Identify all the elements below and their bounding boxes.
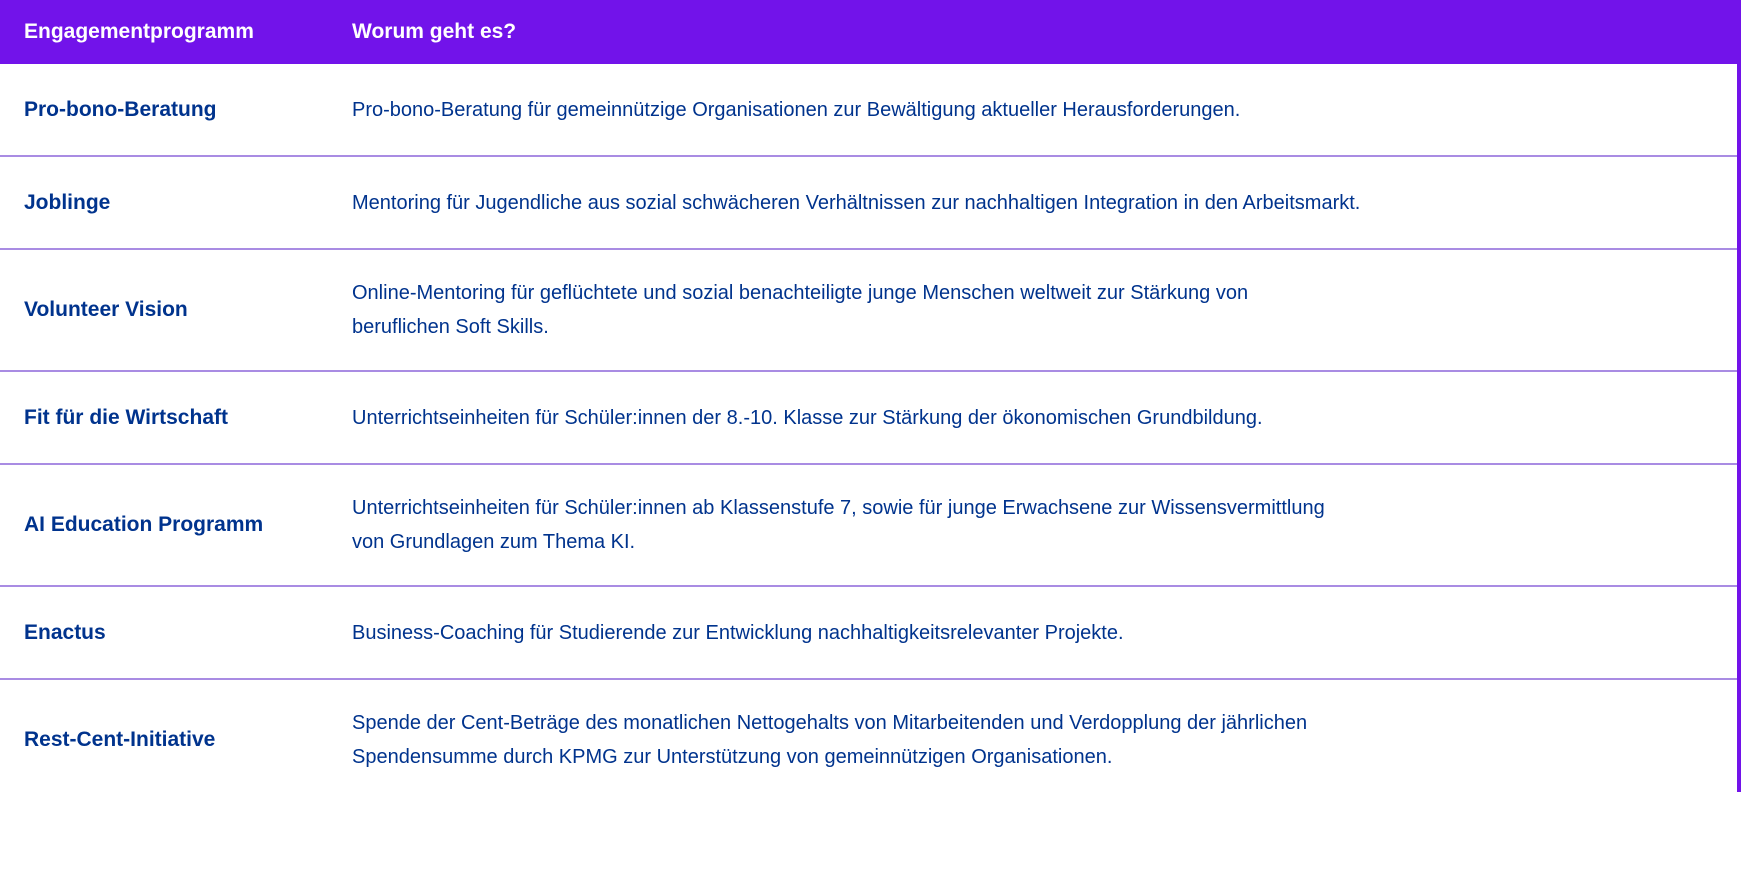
table-row: Rest-Cent-Initiative Spende der Cent-Bet… bbox=[0, 680, 1741, 800]
table-header-row: Engagementprogramm Worum geht es? bbox=[0, 0, 1741, 64]
header-cell-engagementprogramm: Engagementprogramm bbox=[24, 20, 254, 43]
program-description: Mentoring für Jugendliche aus sozial sch… bbox=[352, 191, 1361, 214]
table-row: AI Education Programm Unterrichtseinheit… bbox=[0, 465, 1741, 587]
engagement-programs-table: Engagementprogramm Worum geht es? Pro-bo… bbox=[0, 0, 1741, 800]
program-name: Pro-bono-Beratung bbox=[24, 97, 217, 121]
program-name: Rest-Cent-Initiative bbox=[24, 728, 216, 751]
program-name: Fit für die Wirtschaft bbox=[24, 405, 228, 429]
table-row: Pro-bono-Beratung Pro-bono-Beratung für … bbox=[0, 64, 1741, 157]
program-name: Volunteer Vision bbox=[24, 298, 188, 321]
header-cell-worum-geht-es: Worum geht es? bbox=[352, 20, 517, 43]
table-row: Joblinge Mentoring für Jugendliche aus s… bbox=[0, 157, 1741, 250]
program-description: Unterrichtseinheiten für Schüler:innen a… bbox=[352, 497, 1325, 553]
program-description: Business-Coaching für Studierende zur En… bbox=[352, 621, 1124, 644]
table-row: Volunteer Vision Online-Mentoring für ge… bbox=[0, 250, 1741, 372]
program-description: Online-Mentoring für geflüchtete und soz… bbox=[352, 282, 1249, 338]
program-name: Enactus bbox=[24, 620, 106, 644]
table-row: Enactus Business-Coaching für Studierend… bbox=[0, 587, 1741, 680]
program-name: AI Education Programm bbox=[24, 513, 264, 536]
table-right-border bbox=[1737, 0, 1741, 792]
program-description: Pro-bono-Beratung für gemeinnützige Orga… bbox=[352, 98, 1241, 121]
table-row: Fit für die Wirtschaft Unterrichtseinhei… bbox=[0, 372, 1741, 465]
program-description: Spende der Cent-Beträge des monatlichen … bbox=[352, 712, 1308, 768]
program-name: Joblinge bbox=[24, 190, 111, 214]
program-description: Unterrichtseinheiten für Schüler:innen d… bbox=[352, 406, 1263, 429]
